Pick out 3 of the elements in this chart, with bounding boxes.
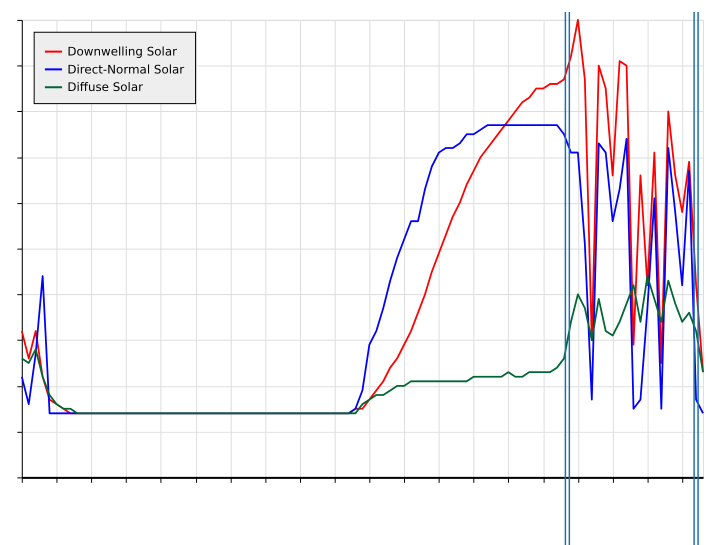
legend-label: Downwelling Solar: [67, 44, 178, 59]
legend-label: Direct-Normal Solar: [67, 62, 184, 76]
legend-label: Diffuse Solar: [67, 80, 144, 94]
